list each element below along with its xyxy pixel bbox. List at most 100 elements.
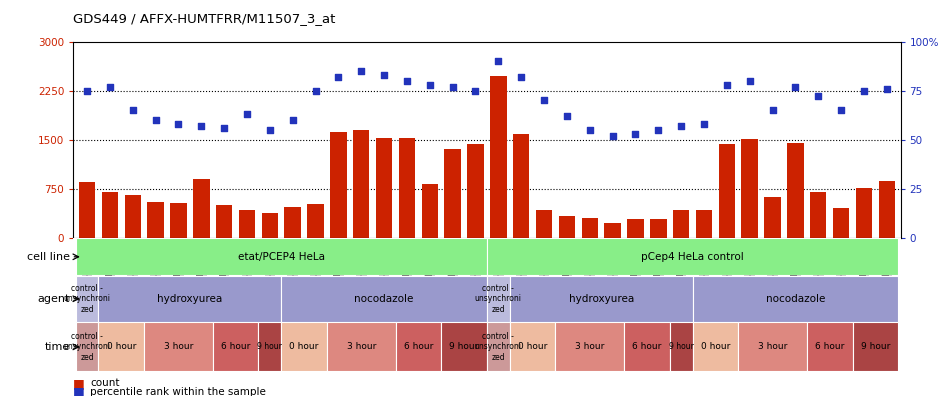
Text: hydroxyurea: hydroxyurea	[569, 294, 634, 304]
Bar	[261, 213, 278, 238]
Point	[879, 86, 894, 92]
Bar	[696, 209, 713, 238]
Bar	[75, 322, 99, 371]
Bar	[307, 204, 323, 238]
Bar	[327, 322, 396, 371]
Bar	[376, 138, 392, 238]
Point	[262, 127, 277, 133]
Bar	[509, 322, 556, 371]
Text: 0 hour: 0 hour	[700, 343, 730, 351]
Bar	[807, 322, 853, 371]
Point	[422, 82, 437, 88]
Bar	[75, 276, 99, 322]
Bar	[673, 209, 689, 238]
Bar	[669, 322, 693, 371]
Text: GDS449 / AFFX-HUMTFRR/M11507_3_at: GDS449 / AFFX-HUMTFRR/M11507_3_at	[73, 12, 336, 25]
Bar	[124, 195, 141, 238]
Text: 3 hour: 3 hour	[164, 343, 193, 351]
Text: hydroxyurea: hydroxyurea	[157, 294, 223, 304]
Bar	[467, 144, 484, 238]
Text: nocodazole: nocodazole	[766, 294, 825, 304]
Bar	[487, 238, 899, 275]
Bar	[650, 219, 666, 238]
Text: 9 hour: 9 hour	[258, 343, 282, 351]
Point	[149, 117, 164, 123]
Point	[240, 111, 255, 117]
Point	[650, 127, 666, 133]
Bar	[330, 132, 347, 238]
Bar	[148, 202, 164, 238]
Bar	[604, 223, 620, 238]
Bar	[285, 207, 301, 238]
Text: 6 hour: 6 hour	[221, 343, 250, 351]
Text: 3 hour: 3 hour	[347, 343, 376, 351]
Point	[788, 84, 803, 90]
Bar	[742, 139, 758, 238]
Point	[559, 113, 574, 119]
Bar	[216, 205, 232, 238]
Text: 0 hour: 0 hour	[106, 343, 136, 351]
Point	[125, 107, 140, 113]
Bar	[281, 322, 327, 371]
Text: ■: ■	[73, 377, 85, 390]
Point	[171, 121, 186, 127]
Bar	[399, 138, 415, 238]
Point	[765, 107, 780, 113]
Bar	[396, 322, 441, 371]
Bar	[693, 322, 738, 371]
Point	[102, 84, 118, 90]
Bar	[738, 322, 807, 371]
Text: cell line: cell line	[26, 252, 70, 262]
Bar	[556, 322, 624, 371]
Bar	[627, 219, 644, 238]
Bar	[787, 143, 804, 238]
Bar	[509, 276, 693, 322]
Text: agent: agent	[38, 294, 70, 304]
Bar	[487, 276, 509, 322]
Point	[628, 131, 643, 137]
Bar	[833, 208, 850, 238]
Bar	[693, 276, 899, 322]
Point	[513, 74, 528, 80]
Bar	[855, 188, 872, 238]
Bar	[193, 179, 210, 238]
Bar	[239, 209, 256, 238]
Point	[582, 127, 597, 133]
Point	[674, 123, 689, 129]
Bar	[353, 130, 369, 238]
Text: pCep4 HeLa control: pCep4 HeLa control	[641, 252, 744, 262]
Bar	[764, 197, 781, 238]
Text: 0 hour: 0 hour	[518, 343, 547, 351]
Bar	[513, 134, 529, 238]
Point	[400, 78, 415, 84]
Text: control -
unsynchroni
zed: control - unsynchroni zed	[64, 332, 111, 362]
Text: percentile rank within the sample: percentile rank within the sample	[90, 387, 266, 396]
Text: 3 hour: 3 hour	[575, 343, 604, 351]
Bar	[258, 322, 281, 371]
Point	[331, 74, 346, 80]
Point	[194, 123, 209, 129]
Point	[743, 78, 758, 84]
Text: control -
unsynchroni
zed: control - unsynchroni zed	[475, 332, 522, 362]
Bar	[75, 238, 487, 275]
Bar	[718, 143, 735, 238]
Bar	[102, 192, 118, 238]
Bar	[536, 210, 553, 238]
Text: count: count	[90, 378, 119, 388]
Text: 3 hour: 3 hour	[758, 343, 787, 351]
Bar	[79, 182, 95, 238]
Bar	[490, 76, 507, 238]
Text: time: time	[44, 342, 70, 352]
Bar	[212, 322, 258, 371]
Point	[834, 107, 849, 113]
Text: control -
unsynchroni
zed: control - unsynchroni zed	[64, 284, 111, 314]
Bar	[170, 203, 187, 238]
Point	[216, 125, 231, 131]
Text: 9 hour: 9 hour	[861, 343, 890, 351]
Text: 9 hour: 9 hour	[449, 343, 478, 351]
Text: 6 hour: 6 hour	[815, 343, 844, 351]
Text: ■: ■	[73, 386, 85, 396]
Text: nocodazole: nocodazole	[354, 294, 414, 304]
Point	[810, 93, 825, 100]
Text: 6 hour: 6 hour	[633, 343, 662, 351]
